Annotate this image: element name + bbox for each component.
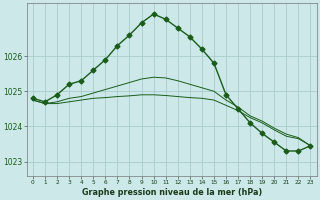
X-axis label: Graphe pression niveau de la mer (hPa): Graphe pression niveau de la mer (hPa) [82, 188, 262, 197]
